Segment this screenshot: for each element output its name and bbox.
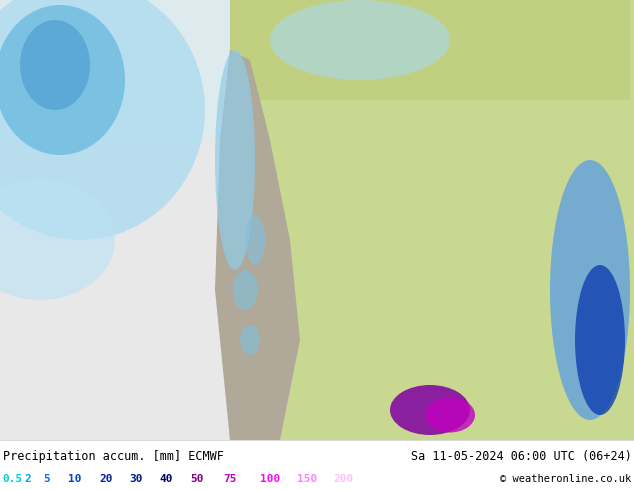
Ellipse shape — [425, 397, 475, 433]
Ellipse shape — [20, 20, 90, 110]
Text: 0.5: 0.5 — [3, 474, 23, 484]
Text: 100: 100 — [260, 474, 280, 484]
Ellipse shape — [0, 0, 205, 240]
Text: Sa 11-05-2024 06:00 UTC (06+24): Sa 11-05-2024 06:00 UTC (06+24) — [411, 450, 631, 463]
Text: 75: 75 — [223, 474, 236, 484]
Ellipse shape — [0, 180, 115, 300]
Text: 40: 40 — [160, 474, 173, 484]
Polygon shape — [215, 50, 300, 440]
Text: 2: 2 — [24, 474, 31, 484]
Polygon shape — [220, 0, 634, 440]
Bar — [0, 50, 230, 440]
Text: 50: 50 — [190, 474, 204, 484]
Text: 5: 5 — [43, 474, 50, 484]
Bar — [500, 190, 634, 440]
Text: Precipitation accum. [mm] ECMWF: Precipitation accum. [mm] ECMWF — [3, 450, 223, 463]
Text: 10: 10 — [68, 474, 82, 484]
Ellipse shape — [240, 325, 260, 355]
Text: 200: 200 — [333, 474, 354, 484]
Text: 20: 20 — [99, 474, 112, 484]
Ellipse shape — [0, 5, 125, 155]
Ellipse shape — [550, 160, 630, 420]
Text: © weatheronline.co.uk: © weatheronline.co.uk — [500, 474, 631, 484]
Text: 30: 30 — [129, 474, 143, 484]
Ellipse shape — [390, 385, 470, 435]
Ellipse shape — [233, 270, 257, 310]
Bar — [230, 0, 630, 100]
Ellipse shape — [215, 50, 255, 270]
Ellipse shape — [575, 265, 625, 415]
Text: 150: 150 — [297, 474, 317, 484]
Ellipse shape — [270, 0, 450, 80]
Ellipse shape — [245, 215, 265, 265]
Bar — [0, 0, 634, 140]
